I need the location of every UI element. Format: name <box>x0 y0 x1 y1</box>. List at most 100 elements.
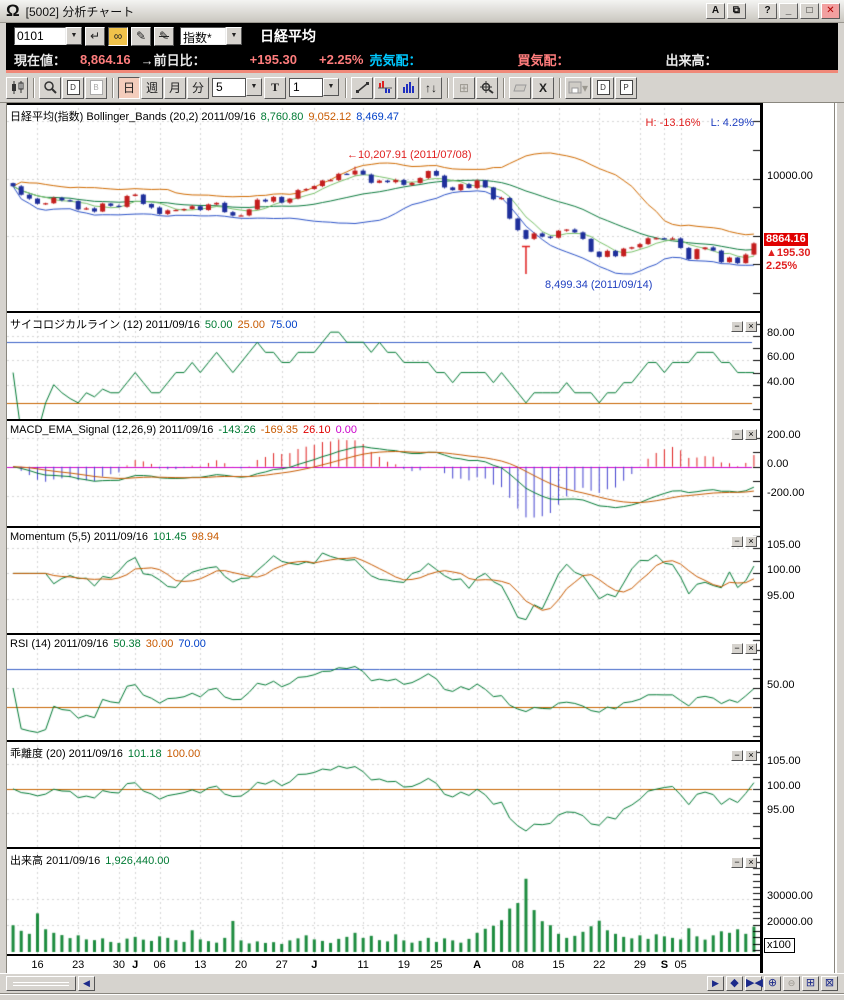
quote-divider <box>0 70 844 73</box>
volume-panel[interactable]: 出来高 2011/09/16 1,926,440.00 − × <box>7 847 760 954</box>
close-button[interactable]: ✕ <box>821 3 840 19</box>
y-axis-label: -200.00 <box>767 486 805 499</box>
y-axis-label: 105.00 <box>767 539 801 552</box>
panel-close-button[interactable]: × <box>745 857 757 868</box>
panel-minimize-button[interactable]: − <box>731 321 743 332</box>
left-frame <box>0 103 7 973</box>
period-month-button[interactable]: 月 <box>164 76 186 99</box>
symbol-name: 日経平均 <box>260 28 316 44</box>
maximize-button[interactable]: □ <box>800 3 819 19</box>
text-tool-button[interactable]: T <box>264 76 286 99</box>
horizontal-scrollbar: ◀ ▶ ◆ ▶◀ ⊕ ⊖ ⊞ ⊠ <box>0 973 844 993</box>
period-day-button[interactable]: 日 <box>118 76 140 99</box>
scroll-left-button[interactable]: ◀ <box>78 976 95 991</box>
panel-close-button[interactable]: × <box>745 321 757 332</box>
print-setup-button[interactable]: P <box>615 76 638 99</box>
grid-toggle-button[interactable]: ⊞ <box>802 976 819 991</box>
panel-value: -169.35 <box>260 424 299 436</box>
panel-close-button[interactable]: × <box>745 643 757 654</box>
interval-select[interactable]: 1 <box>289 78 323 97</box>
rsi-panel[interactable]: RSI (14) 2011/09/16 50.38 30.00 70.00 − × <box>7 633 760 740</box>
chart-settings-button[interactable] <box>476 76 498 99</box>
panel-value: 101.18 <box>127 748 162 760</box>
memo-edit-button[interactable]: ✎ <box>131 26 151 46</box>
panel-minimize-button[interactable]: − <box>731 750 743 761</box>
current-price-value: 8,864.16 <box>80 52 131 67</box>
panel-minimize-button[interactable]: − <box>731 643 743 654</box>
kairi-panel[interactable]: 乖離度 (20) 2011/09/16 101.18 100.00 − × <box>7 740 760 847</box>
panel-minimize-button[interactable]: − <box>731 536 743 547</box>
grid-layout-button[interactable]: ⊞ <box>453 76 475 99</box>
category-dropdown-button[interactable]: ▼ <box>226 27 242 45</box>
panel-close-button[interactable]: × <box>745 536 757 547</box>
x-axis-label: 06 <box>153 959 166 971</box>
change-pct-value: +2.25% <box>319 52 364 67</box>
settings-wrench-icon <box>480 81 494 94</box>
fit-width-button[interactable]: ◆ <box>726 976 743 991</box>
panel-title: 乖離度 (20) 2011/09/16 <box>10 748 123 760</box>
page-prev-button[interactable]: D <box>62 76 84 99</box>
panel-value: 8,469.47 <box>356 111 400 123</box>
ask-label: 売気配： <box>369 53 422 68</box>
help-button[interactable]: ? <box>758 3 777 19</box>
eraser-button[interactable] <box>509 76 531 99</box>
x-axis-label: 11 <box>357 959 369 971</box>
low-pct: L: 4.29% <box>710 117 754 129</box>
compress-button[interactable]: ▶◀ <box>745 976 763 991</box>
symbol-dropdown-button[interactable]: ▼ <box>66 27 82 45</box>
chart-region: 日経平均(指数) Bollinger_Bands (20,2) 2011/09/… <box>0 103 844 973</box>
panel-value: 100.00 <box>166 748 201 760</box>
enter-button[interactable]: ↵ <box>85 26 105 46</box>
panel-value: 30.00 <box>145 638 174 650</box>
scroll-right-button[interactable]: ▶ <box>707 976 724 991</box>
print-page-button[interactable]: D <box>592 76 615 99</box>
chart-plots[interactable]: 日経平均(指数) Bollinger_Bands (20,2) 2011/09/… <box>7 103 760 973</box>
interval-dropdown-button[interactable]: ▼ <box>323 78 339 96</box>
change-label: →前日比： <box>140 53 206 68</box>
panel-value: 101.45 <box>152 531 187 543</box>
price-panel[interactable]: 日経平均(指数) Bollinger_Bands (20,2) 2011/09/… <box>7 103 760 311</box>
psychological-panel[interactable]: サイコロジカルライン (12) 2011/09/16 50.00 25.00 75.0… <box>7 311 760 419</box>
close-footer-button[interactable]: ⊠ <box>821 976 838 991</box>
copy-window-button[interactable]: ⧉ <box>727 3 746 19</box>
panel-close-button[interactable]: × <box>745 429 757 440</box>
zoom-button[interactable] <box>39 76 61 99</box>
minimize-button[interactable]: _ <box>779 3 798 19</box>
delete-all-button[interactable]: X <box>532 76 554 99</box>
candle-chart-button[interactable] <box>6 76 28 99</box>
x-axis-label: 08 <box>511 959 524 971</box>
panel-value: 75.00 <box>269 319 298 331</box>
symbol-code-input[interactable] <box>14 27 66 45</box>
volume-histogram-button[interactable] <box>397 76 419 99</box>
window-bottom-edge <box>0 993 844 1000</box>
span-select[interactable]: 5 <box>212 78 246 97</box>
panel-minimize-button[interactable]: − <box>731 429 743 440</box>
low-annotation: 8,499.34 (2011/09/14) <box>545 279 653 291</box>
panel-close-button[interactable]: × <box>745 750 757 761</box>
quote-bar: 現在値： 8,864.16 →前日比： +195.30 +2.25% 売気配： … <box>0 49 844 70</box>
left-arrow-icon: ← <box>347 149 358 161</box>
page-next-button[interactable]: B <box>85 76 107 99</box>
sort-arrows-button[interactable]: ↑↓ <box>420 76 442 99</box>
panel-title: 出来高 2011/09/16 <box>10 855 101 867</box>
font-button[interactable]: A <box>706 3 725 19</box>
scrollbar-thumb[interactable] <box>6 976 76 991</box>
save-button[interactable]: ▾ <box>565 76 592 99</box>
y-axis-label: 0.00 <box>767 457 789 470</box>
y-axis-label: 80.00 <box>767 327 795 340</box>
macd-panel[interactable]: MACD_EMA_Signal (12,26,9) 2011/09/16 -143… <box>7 419 760 526</box>
trendline-icon <box>355 82 369 93</box>
clear-drawing-button[interactable]: ✎ <box>154 26 174 46</box>
y-axis-label: 95.00 <box>767 589 795 602</box>
zoom-out-button[interactable]: ⊖ <box>783 976 800 991</box>
period-minute-button[interactable]: 分 <box>187 76 209 99</box>
momentum-panel[interactable]: Momentum (5,5) 2011/09/16 101.45 98.94 − × <box>7 526 760 633</box>
indicator-histogram-button[interactable] <box>374 76 396 99</box>
panel-minimize-button[interactable]: − <box>731 857 743 868</box>
trendline-button[interactable] <box>351 76 373 99</box>
search-binoculars-button[interactable]: ∞ <box>108 26 128 46</box>
span-dropdown-button[interactable]: ▼ <box>246 78 262 96</box>
category-select[interactable]: 指数* <box>180 27 226 45</box>
zoom-in-button[interactable]: ⊕ <box>764 976 781 991</box>
period-week-button[interactable]: 週 <box>141 76 163 99</box>
